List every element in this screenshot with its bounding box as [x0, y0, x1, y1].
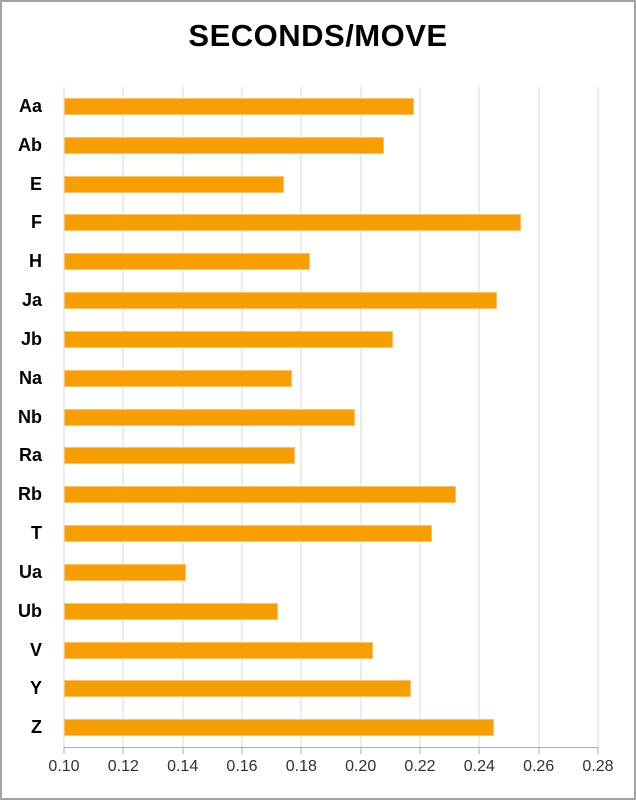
bar-row: [64, 242, 598, 281]
category-label-H: H: [29, 251, 42, 272]
bar-E: [64, 175, 284, 193]
bar-Jb: [64, 330, 394, 348]
bar-row: [64, 203, 598, 242]
category-label-V: V: [29, 639, 42, 660]
bar-Rb: [64, 486, 456, 504]
x-axis-tick-label: 0.18: [285, 758, 317, 775]
bar-Ub: [64, 602, 278, 620]
gridline: [478, 87, 480, 747]
category-label-Jb: Jb: [20, 328, 42, 349]
x-axis-tick: [63, 747, 65, 754]
x-axis-tick-label: 0.12: [107, 758, 139, 775]
bar-row: [64, 359, 598, 398]
bars: [64, 87, 598, 747]
x-axis-tick: [538, 747, 540, 754]
category-label-Ja: Ja: [21, 290, 42, 311]
bar-row: [64, 87, 598, 126]
category-label-T: T: [31, 523, 42, 544]
x-axis-tick: [419, 747, 421, 754]
bar-Ua: [64, 563, 186, 581]
category-label-Rb: Rb: [18, 484, 42, 505]
bar-row: [64, 165, 598, 204]
bar-row: [64, 708, 598, 747]
category-label-Ub: Ub: [18, 600, 42, 621]
category-label-Ab: Ab: [18, 134, 42, 155]
gridline: [538, 87, 540, 747]
x-axis-tick-label: 0.10: [48, 758, 80, 775]
bar-row: [64, 669, 598, 708]
bar-row: [64, 126, 598, 165]
category-labels: Aa Ab E F H Ja Jb Na Nb Ra Rb T Ua Ub V Y Z: [2, 87, 50, 747]
x-axis-labels: 0.10 0.12 0.14 0.16 0.18 0.20 0.22 0.24 0.26 0.28: [48, 758, 613, 780]
bar-row: [64, 514, 598, 553]
bar-row: [64, 436, 598, 475]
x-axis-tick: [122, 747, 124, 754]
bar-Z: [64, 719, 495, 737]
bar-row: [64, 592, 598, 631]
bar-row: [64, 553, 598, 592]
bar-row: [64, 475, 598, 514]
gridline: [419, 87, 421, 747]
x-axis-tick-label: 0.14: [167, 758, 199, 775]
x-axis-tick-label: 0.20: [345, 758, 377, 775]
bar-Na: [64, 369, 293, 387]
bar-Y: [64, 680, 412, 698]
bar-Ja: [64, 292, 498, 310]
bar-row: [64, 281, 598, 320]
bar-Ab: [64, 136, 385, 154]
category-label-Ua: Ua: [18, 561, 42, 582]
bar-row: [64, 631, 598, 670]
x-ticks: [63, 747, 599, 754]
x-axis-tick-label: 0.24: [463, 758, 495, 775]
category-label-Z: Z: [31, 717, 42, 738]
bar-V: [64, 641, 373, 659]
bar-Ra: [64, 447, 296, 465]
x-axis-tick-label: 0.28: [582, 758, 614, 775]
gridline: [597, 87, 599, 747]
x-axis-tick-label: 0.26: [523, 758, 555, 775]
x-axis-tick-label: 0.22: [404, 758, 436, 775]
bar-H: [64, 253, 311, 271]
plot-area: [63, 87, 599, 748]
bar-F: [64, 214, 521, 232]
bar-T: [64, 525, 432, 543]
bar-Aa: [64, 97, 415, 115]
x-axis-tick: [360, 747, 362, 754]
x-axis-tick: [182, 747, 184, 754]
category-label-Y: Y: [29, 678, 42, 699]
bar-row: [64, 398, 598, 437]
bar-Nb: [64, 408, 355, 426]
x-axis-tick: [478, 747, 480, 754]
category-label-Aa: Aa: [18, 95, 42, 116]
category-label-Na: Na: [18, 367, 42, 388]
x-axis-tick-label: 0.16: [226, 758, 258, 775]
bar-row: [64, 320, 598, 359]
x-axis-tick: [300, 747, 302, 754]
gridline: [360, 87, 362, 747]
chart-title: SECONDS/MOVE: [188, 18, 448, 53]
x-axis-tick: [241, 747, 243, 754]
category-label-Nb: Nb: [18, 406, 42, 427]
category-label-E: E: [29, 173, 42, 194]
x-axis-tick: [597, 747, 599, 754]
category-label-F: F: [31, 212, 42, 233]
category-label-Ra: Ra: [18, 445, 42, 466]
